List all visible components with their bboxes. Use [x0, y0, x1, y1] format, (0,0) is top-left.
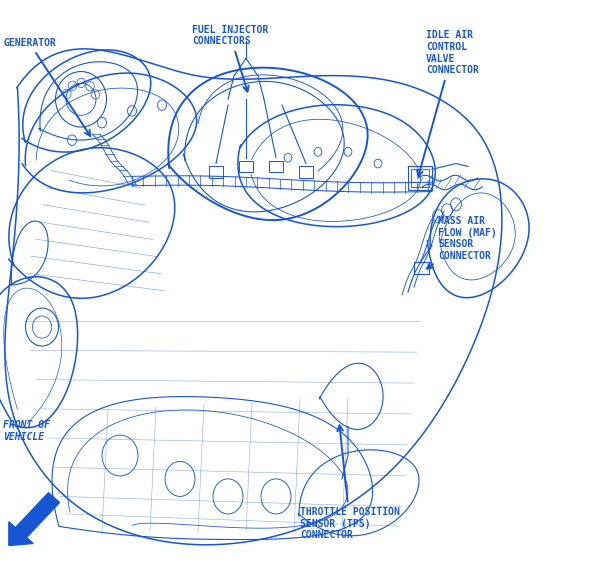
Bar	[209, 166, 223, 178]
Text: THROTTLE POSITION
SENSOR (TPS)
CONNECTOR: THROTTLE POSITION SENSOR (TPS) CONNECTOR	[300, 425, 400, 540]
Text: MASS AIR
FLOW (MAF)
SENSOR
CONNECTOR: MASS AIR FLOW (MAF) SENSOR CONNECTOR	[427, 216, 497, 269]
Text: FRONT OF
VEHICLE: FRONT OF VEHICLE	[3, 420, 50, 442]
Bar	[299, 166, 313, 178]
FancyArrow shape	[9, 493, 59, 545]
Text: FUEL INJECTOR
CONNECTORS: FUEL INJECTOR CONNECTORS	[192, 25, 268, 92]
Bar	[414, 262, 429, 274]
Bar	[411, 169, 429, 187]
Bar	[239, 161, 253, 172]
Text: IDLE AIR
CONTROL
VALVE
CONNECTOR: IDLE AIR CONTROL VALVE CONNECTOR	[417, 30, 479, 176]
Text: GENERATOR: GENERATOR	[3, 38, 90, 136]
Bar	[408, 166, 432, 190]
Bar	[269, 161, 283, 172]
